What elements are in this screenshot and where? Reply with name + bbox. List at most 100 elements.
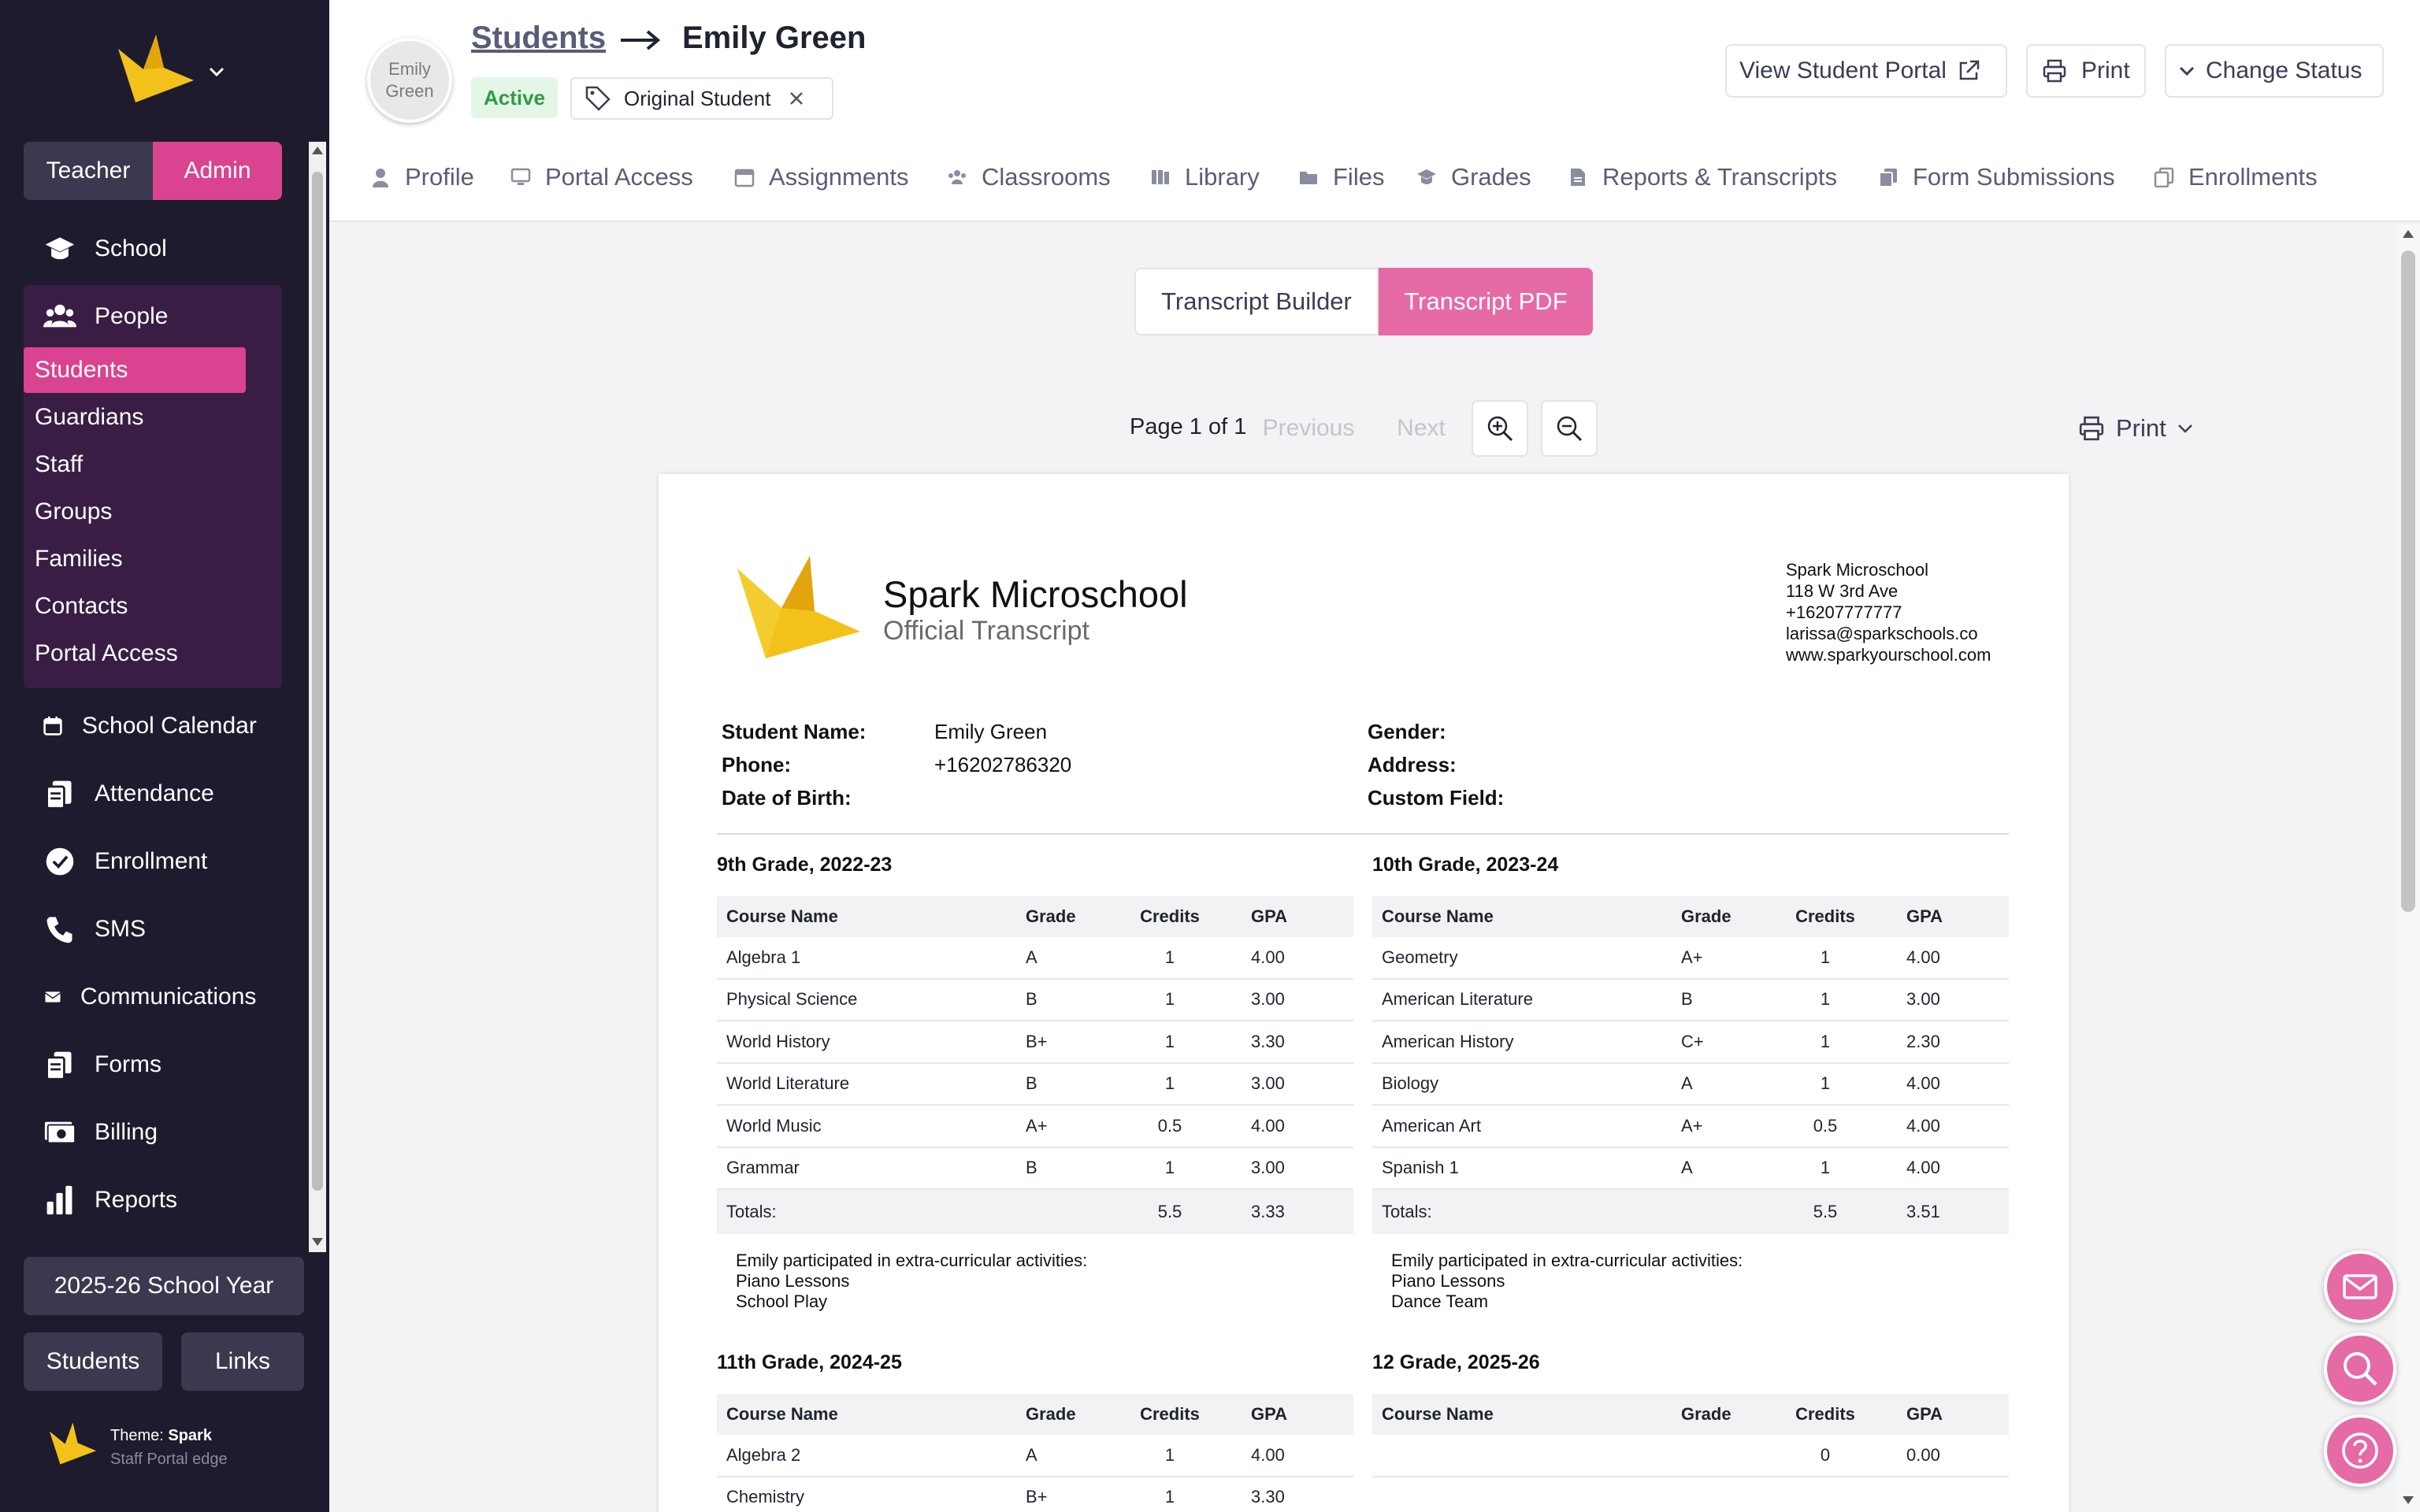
table-row: American Literature B 1 3.00 bbox=[1372, 980, 2009, 1021]
sidebar-sub-staff[interactable]: Staff bbox=[35, 451, 84, 477]
sidebar-item-communications[interactable]: Communications bbox=[24, 973, 282, 1021]
col-course: Course Name bbox=[1382, 906, 1494, 926]
sidebar-sub-students[interactable]: Students bbox=[24, 347, 246, 393]
zoom-out-icon bbox=[1557, 416, 1583, 442]
cell: 1 bbox=[1164, 947, 1175, 967]
tab-label: Portal Access bbox=[545, 163, 693, 191]
tab-library[interactable]: Library bbox=[1150, 158, 1260, 197]
cell: World Music bbox=[726, 1115, 822, 1136]
change-status-label: Change Status bbox=[2206, 57, 2362, 83]
note-line: School Play bbox=[736, 1292, 828, 1311]
school-year-button[interactable]: 2025-26 School Year bbox=[24, 1257, 304, 1315]
tab-label: Files bbox=[1333, 163, 1385, 191]
note-line: Emily participated in extra-curricular a… bbox=[1391, 1251, 1743, 1270]
cell: 1 bbox=[1820, 1158, 1831, 1178]
cell: Spanish 1 bbox=[1382, 1158, 1459, 1178]
sidebar-sub-guardians[interactable]: Guardians bbox=[35, 404, 144, 430]
sidebar-item-sms[interactable]: SMS bbox=[24, 906, 282, 953]
message-fab-button[interactable] bbox=[2324, 1251, 2396, 1323]
tab-form-submissions[interactable]: Form Submissions bbox=[1878, 158, 2115, 197]
tab-grades[interactable]: Grades bbox=[1416, 158, 1531, 197]
divider bbox=[717, 833, 2009, 835]
sidebar-item-school-calendar[interactable]: School Calendar bbox=[24, 702, 282, 750]
scroll-up-arrow-icon[interactable] bbox=[310, 145, 325, 156]
tab-profile[interactable]: Profile bbox=[370, 158, 474, 197]
tab-assignments[interactable]: Assignments bbox=[734, 158, 908, 197]
scroll-down-arrow-icon[interactable] bbox=[310, 1236, 325, 1247]
sidebar-sub-portal-access[interactable]: Portal Access bbox=[35, 640, 178, 666]
cell: 3.51 bbox=[1906, 1202, 1940, 1221]
address-line: +16207777777 bbox=[1786, 602, 1902, 622]
next-page-button[interactable]: Next bbox=[1397, 415, 1446, 441]
transcript-builder-toggle[interactable]: Transcript Builder bbox=[1134, 268, 1379, 335]
cell: World Literature bbox=[726, 1073, 850, 1094]
sidebar-scrollbar-thumb[interactable] bbox=[312, 172, 323, 1191]
cell: B bbox=[1026, 989, 1037, 1010]
sidebar-item-reports[interactable]: Reports bbox=[24, 1177, 282, 1224]
links-button[interactable]: Links bbox=[181, 1332, 304, 1391]
tab-portal-access[interactable]: Portal Access bbox=[510, 158, 693, 197]
tab-enrollments[interactable]: Enrollments bbox=[2154, 158, 2318, 197]
sidebar-item-attendance[interactable]: Attendance bbox=[24, 770, 282, 817]
spark-logo-icon[interactable] bbox=[112, 35, 194, 102]
chevron-down-icon[interactable] bbox=[206, 61, 227, 82]
cell: 1 bbox=[1164, 1031, 1175, 1051]
sidebar-sub-groups[interactable]: Groups bbox=[35, 498, 113, 524]
students-quick-button[interactable]: Students bbox=[24, 1332, 162, 1391]
sidebar-item-forms[interactable]: Forms bbox=[24, 1041, 282, 1088]
sidebar-sub-families[interactable]: Families bbox=[35, 546, 123, 572]
col-grade: Grade bbox=[1681, 1404, 1731, 1424]
sidebar-item-label: Billing bbox=[95, 1119, 158, 1145]
tab-reports-transcripts[interactable]: Reports & Transcripts bbox=[1568, 158, 1837, 197]
tab-label: Profile bbox=[405, 163, 474, 191]
view-student-portal-button[interactable]: View Student Portal bbox=[1725, 44, 2007, 98]
col-course: Course Name bbox=[726, 906, 838, 926]
change-status-button[interactable]: Change Status bbox=[2165, 44, 2384, 98]
zoom-out-button[interactable] bbox=[1541, 400, 1598, 457]
sidebar-item-people[interactable]: People bbox=[24, 293, 282, 340]
transcript-pdf-toggle[interactable]: Transcript PDF bbox=[1379, 268, 1593, 335]
tab-classrooms[interactable]: Classrooms bbox=[947, 158, 1111, 197]
student-name-value: Emily Green bbox=[934, 720, 1048, 743]
role-teacher-button[interactable]: Teacher bbox=[24, 142, 153, 200]
avatar[interactable]: Emily Green bbox=[367, 38, 452, 123]
sidebar-sub-contacts[interactable]: Contacts bbox=[35, 593, 128, 619]
printer-icon bbox=[2079, 416, 2104, 441]
sidebar-item-school[interactable]: School bbox=[24, 225, 282, 272]
status-badge: Active bbox=[471, 77, 558, 118]
tab-files[interactable]: Files bbox=[1298, 158, 1384, 197]
cell: Geometry bbox=[1382, 947, 1458, 967]
cell: 3.30 bbox=[1251, 1031, 1285, 1051]
previous-page-button[interactable]: Previous bbox=[1262, 415, 1355, 441]
custom-field-label: Custom Field: bbox=[1368, 786, 1505, 810]
calendar-icon bbox=[734, 169, 755, 187]
close-icon[interactable] bbox=[788, 90, 805, 107]
cell: A+ bbox=[1681, 1115, 1703, 1136]
col-credits: Credits bbox=[1140, 906, 1200, 926]
zoom-in-button[interactable] bbox=[1472, 400, 1528, 457]
theme-subtitle: Staff Portal edge bbox=[110, 1451, 228, 1468]
help-fab-button[interactable] bbox=[2324, 1414, 2396, 1487]
scroll-down-arrow-icon[interactable] bbox=[2401, 1495, 2415, 1506]
phone-value: +16202786320 bbox=[934, 753, 1072, 776]
cell: 3.30 bbox=[1251, 1487, 1285, 1507]
main-scrollbar-thumb[interactable] bbox=[2401, 250, 2415, 912]
people-icon bbox=[948, 170, 966, 184]
cell: 1 bbox=[1820, 1031, 1831, 1051]
cell: 4.00 bbox=[1906, 1158, 1940, 1178]
table-header: Course Name Grade Credits GPA bbox=[1372, 896, 2009, 937]
role-admin-button[interactable]: Admin bbox=[153, 142, 282, 200]
sidebar-item-enrollment[interactable]: Enrollment bbox=[24, 838, 282, 885]
print-button[interactable]: Print bbox=[2026, 44, 2146, 98]
scroll-up-arrow-icon[interactable] bbox=[2401, 228, 2415, 239]
search-fab-button[interactable] bbox=[2324, 1332, 2396, 1405]
grade-11-title: 11th Grade, 2024-25 bbox=[717, 1351, 902, 1373]
breadcrumb-students-link[interactable]: Students bbox=[471, 20, 607, 55]
sidebar-item-billing[interactable]: Billing bbox=[24, 1109, 282, 1156]
sidebar-item-label: School Calendar bbox=[82, 713, 257, 739]
graduation-cap-icon bbox=[1417, 169, 1436, 184]
clipboard-icon bbox=[43, 776, 77, 811]
cell: American Literature bbox=[1382, 989, 1533, 1010]
pdf-print-button[interactable]: Print bbox=[2078, 408, 2195, 449]
